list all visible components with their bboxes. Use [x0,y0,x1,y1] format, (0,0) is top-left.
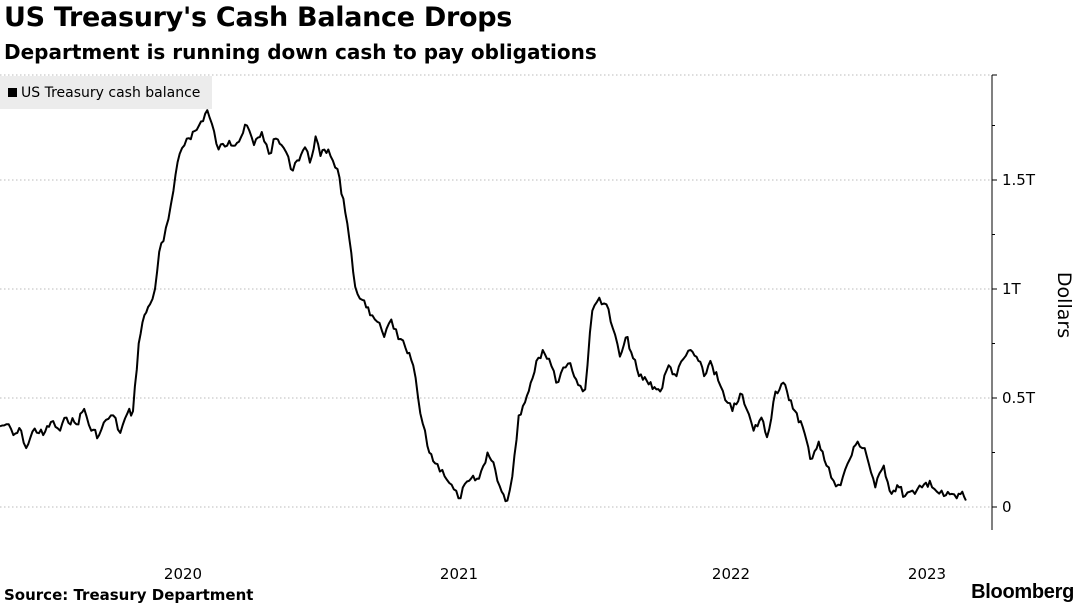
x-tick-label: 2022 [712,565,750,583]
y-tick-label: 0.5T [1002,389,1036,407]
y-tick-label: 1T [1002,280,1022,298]
y-tick-label: 0 [1002,498,1012,516]
legend-label: US Treasury cash balance [21,84,201,101]
x-tick-label: 2020 [164,565,202,583]
chart-subtitle: Department is running down cash to pay o… [4,40,597,64]
y-tick-label: 1.5T [1002,171,1036,189]
series-layer [0,109,967,503]
x-axis: 2020 2021 2022 2023 [164,565,946,583]
y-axis-label: Dollars [1053,272,1075,338]
source-note: Source: Treasury Department [4,586,254,604]
legend: US Treasury cash balance [0,76,213,109]
x-tick-label: 2021 [440,565,478,583]
series-line-us-treasury-cash-balance [0,109,967,503]
gridlines [0,74,992,508]
legend-swatch [8,88,17,97]
bloomberg-logo: Bloomberg [971,581,1074,603]
y-axis: 0 0.5T 1T 1.5T [991,74,1036,530]
chart-title: US Treasury's Cash Balance Drops [4,2,513,33]
x-tick-label: 2023 [908,565,946,583]
